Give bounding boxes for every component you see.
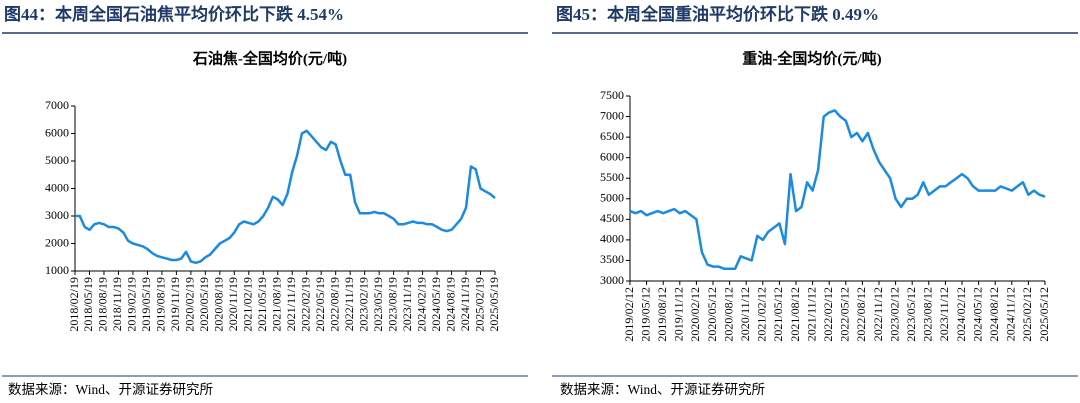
- x-tick-label: 2025/02/19: [472, 277, 486, 332]
- x-tick-label: 2023/11/12: [937, 287, 951, 341]
- x-tick-label: 2024/08/12: [987, 287, 1001, 342]
- price-line: [75, 129, 496, 265]
- figure-title: 图44：本周全国石油焦平均价环比下跌 4.54%: [4, 4, 344, 24]
- x-tick-label: 2019/08/19: [154, 277, 168, 332]
- x-tick-label: 2022/08/19: [327, 277, 341, 332]
- source: 数据来源：Wind、开源证券研究所: [8, 382, 213, 397]
- x-tick-label: 2020/02/19: [183, 277, 197, 332]
- x-tick-label: 2020/08/19: [212, 277, 226, 332]
- x-tick-label: 2021/11/19: [284, 277, 298, 331]
- x-tick-label: 2021/08/12: [788, 287, 802, 342]
- x-tick-label: 2018/02/19: [67, 277, 81, 332]
- x-tick-label: 2019/02/19: [125, 277, 139, 332]
- x-tick-label: 2023/08/12: [921, 287, 935, 342]
- x-tick-label: 2024/05/19: [429, 277, 443, 332]
- x-tick-label: 2021/08/19: [270, 277, 284, 332]
- x-tick-label: 2019/02/12: [622, 287, 636, 342]
- x-tick-label: 2018/08/19: [96, 277, 110, 332]
- y-tick-label: 3000: [45, 208, 69, 222]
- x-tick-label: 2021/02/12: [755, 287, 769, 342]
- x-tick-label: 2020/02/12: [688, 287, 702, 342]
- x-tick-label: 2020/11/12: [738, 287, 752, 341]
- x-tick-label: 2019/05/12: [638, 287, 652, 342]
- y-tick-label: 6000: [45, 125, 69, 139]
- x-tick-label: 2021/05/19: [255, 277, 269, 332]
- x-tick-label: 2024/02/12: [954, 287, 968, 342]
- x-tick-label: 2023/02/19: [356, 277, 370, 332]
- y-tick-label: 3500: [600, 252, 624, 266]
- x-tick-label: 2021/02/19: [241, 277, 255, 332]
- x-tick-label: 2023/11/19: [400, 277, 414, 331]
- x-tick-label: 2022/02/19: [298, 277, 312, 332]
- y-tick-label: 6000: [600, 149, 624, 163]
- x-tick-label: 2022/05/19: [313, 277, 327, 332]
- y-tick-label: 4000: [45, 180, 69, 194]
- x-tick-label: 2018/05/19: [81, 277, 95, 332]
- y-tick-label: 7000: [600, 108, 624, 122]
- y-tick-label: 4000: [600, 232, 624, 246]
- chart-title: 重油-全国均价(元/吨): [742, 49, 881, 67]
- x-tick-label: 2022/08/12: [854, 287, 868, 342]
- x-tick-label: 2023/05/19: [371, 277, 385, 332]
- x-tick-label: 2025/02/12: [1020, 287, 1034, 342]
- x-tick-label: 2020/05/19: [197, 277, 211, 332]
- x-tick-label: 2018/11/19: [110, 277, 124, 331]
- y-tick-label: 5000: [45, 153, 69, 167]
- x-tick-label: 2019/11/19: [168, 277, 182, 331]
- x-tick-label: 2024/08/19: [443, 277, 457, 332]
- x-tick-label: 2022/05/12: [838, 287, 852, 342]
- x-tick-label: 2025/05/12: [1037, 287, 1051, 342]
- x-tick-label: 2025/05/19: [487, 277, 501, 332]
- x-tick-label: 2020/05/12: [705, 287, 719, 342]
- x-tick-label: 2019/08/12: [655, 287, 669, 342]
- y-tick-label: 3000: [600, 273, 624, 287]
- y-tick-label: 5000: [600, 191, 624, 205]
- y-tick-label: 7500: [600, 88, 624, 102]
- x-tick-label: 2022/11/19: [342, 277, 356, 331]
- x-tick-label: 2019/05/19: [139, 277, 153, 332]
- x-tick-label: 2023/05/12: [904, 287, 918, 342]
- y-tick-label: 6500: [600, 129, 624, 143]
- source: 数据来源：Wind、开源证券研究所: [560, 382, 765, 397]
- x-tick-label: 2022/02/12: [821, 287, 835, 342]
- y-tick-label: 4500: [600, 211, 624, 225]
- chart-title: 石油焦-全国均价(元/吨): [192, 49, 347, 67]
- x-tick-label: 2024/02/19: [414, 277, 428, 332]
- x-tick-label: 2023/02/12: [887, 287, 901, 342]
- x-tick-label: 2024/11/12: [1004, 287, 1018, 341]
- y-tick-label: 2000: [45, 235, 69, 249]
- y-tick-label: 7000: [45, 98, 69, 112]
- x-tick-label: 2021/05/12: [771, 287, 785, 342]
- x-tick-label: 2021/11/12: [804, 287, 818, 341]
- x-tick-label: 2022/11/12: [871, 287, 885, 341]
- x-tick-label: 2020/11/19: [226, 277, 240, 331]
- x-tick-label: 2020/08/12: [721, 287, 735, 342]
- x-tick-label: 2024/05/12: [970, 287, 984, 342]
- price-line: [629, 109, 1046, 270]
- y-tick-label: 5500: [600, 170, 624, 184]
- x-tick-label: 2019/11/12: [672, 287, 686, 341]
- x-tick-label: 2024/11/19: [458, 277, 472, 331]
- y-tick-label: 1000: [45, 263, 69, 277]
- figure-title: 图45：本周全国重油平均价环比下跌 0.49%: [556, 4, 879, 24]
- x-tick-label: 2023/08/19: [385, 277, 399, 332]
